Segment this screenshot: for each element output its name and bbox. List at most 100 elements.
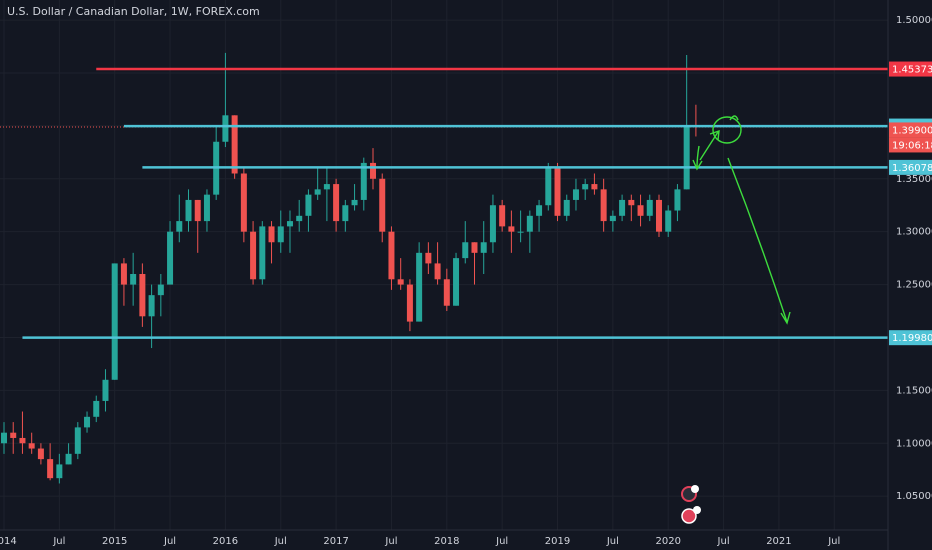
candle-body xyxy=(425,252,432,264)
last-price-label: 1.39900 xyxy=(892,125,932,136)
countdown-label: 19:06:18 xyxy=(892,140,932,151)
last-price-label-box xyxy=(889,122,932,138)
candle-body xyxy=(443,279,450,306)
candle-body xyxy=(333,184,340,222)
candle-body xyxy=(157,284,164,296)
candle-body xyxy=(1,432,7,444)
y-tick-label: 1.10000 xyxy=(896,438,932,449)
x-tick-label: 2017 xyxy=(323,536,348,547)
x-tick-label: Jul xyxy=(606,536,619,547)
candle-body xyxy=(130,273,137,285)
y-tick-label: 1.35000 xyxy=(896,174,932,185)
candle-body xyxy=(74,427,81,454)
candle-body xyxy=(572,189,579,200)
candle-body xyxy=(259,226,266,280)
candle-body xyxy=(305,194,312,216)
candle-body xyxy=(19,437,26,444)
x-tick-label: 2016 xyxy=(213,536,238,547)
candle-body xyxy=(185,199,192,222)
y-tick-label: 1.15000 xyxy=(896,385,932,396)
candle-body xyxy=(545,168,552,206)
candle-body xyxy=(480,242,487,253)
candle-body xyxy=(286,221,293,227)
candle-body xyxy=(111,263,118,380)
candle-body xyxy=(379,178,386,232)
level-label-box xyxy=(889,61,932,77)
candle-body xyxy=(296,215,303,222)
countdown-label-box xyxy=(889,137,932,153)
candle-body xyxy=(582,184,589,190)
candle-body xyxy=(65,453,72,465)
candle-body xyxy=(609,215,616,222)
candle-body xyxy=(388,231,395,280)
candle-body xyxy=(314,189,321,195)
candle-body xyxy=(250,231,257,280)
candle-body xyxy=(323,184,330,190)
x-tick-label: 2019 xyxy=(545,536,570,547)
candle-body xyxy=(508,226,515,232)
candle-body xyxy=(194,199,201,222)
candle-body xyxy=(10,432,17,438)
event-badge xyxy=(693,506,701,514)
x-tick-label: Jul xyxy=(274,536,287,547)
candle-body xyxy=(600,189,607,222)
candle-body xyxy=(93,400,100,417)
level-label: 1.45373 xyxy=(892,65,932,76)
candle-body xyxy=(139,273,146,317)
candle-body xyxy=(434,263,441,280)
candle-body xyxy=(462,242,469,259)
symbol-title: U.S. Dollar / Canadian Dollar, 1W, FOREX… xyxy=(7,5,260,18)
level-label-box xyxy=(889,159,932,175)
annotation-circle xyxy=(712,116,742,144)
candle-body xyxy=(674,189,681,211)
x-tick-label: Jul xyxy=(827,536,840,547)
candle-body xyxy=(102,379,109,401)
candle-body xyxy=(406,284,413,322)
candle-body xyxy=(277,226,284,243)
candle-body xyxy=(554,168,561,216)
candle-body xyxy=(453,258,460,306)
annotation-arrow xyxy=(699,129,720,161)
candle-body xyxy=(536,205,543,216)
candle-body xyxy=(370,162,377,179)
x-tick-label: Jul xyxy=(52,536,65,547)
candle-body xyxy=(619,199,626,216)
annotation-arrow xyxy=(729,115,739,121)
candle-body xyxy=(240,173,247,232)
candle-body xyxy=(628,199,635,206)
candle-body xyxy=(268,226,275,243)
annotation-arrow xyxy=(692,145,703,171)
candle-body xyxy=(499,205,506,227)
candle-body xyxy=(47,459,54,479)
y-tick-label: 1.05000 xyxy=(896,491,932,502)
event-icons xyxy=(681,485,701,524)
candle-body xyxy=(167,231,174,285)
candle-body xyxy=(203,194,210,222)
level-label: 1.19980 xyxy=(892,333,932,344)
level-label-box xyxy=(889,330,932,346)
x-tick-label: Jul xyxy=(384,536,397,547)
candle-body xyxy=(397,279,404,285)
candle-body xyxy=(84,416,91,428)
x-tick-label: Jul xyxy=(495,536,508,547)
candle-body xyxy=(56,464,63,479)
plot-area xyxy=(0,52,888,484)
candle-body xyxy=(342,205,349,222)
event-icon xyxy=(681,508,697,524)
candle-body xyxy=(665,210,672,232)
candle-body xyxy=(120,263,127,285)
candle-body xyxy=(526,215,533,232)
x-tick-label: 2014 xyxy=(0,536,17,547)
candle-body xyxy=(360,162,367,200)
level-label: 1.36078 xyxy=(892,163,932,174)
y-tick-label: 1.30000 xyxy=(896,227,932,238)
x-tick-label: 2020 xyxy=(655,536,680,547)
candle-body xyxy=(176,221,183,232)
candle-body xyxy=(517,231,524,233)
candle-body xyxy=(28,443,35,449)
candle-body xyxy=(637,205,644,216)
candle-body xyxy=(231,115,238,174)
